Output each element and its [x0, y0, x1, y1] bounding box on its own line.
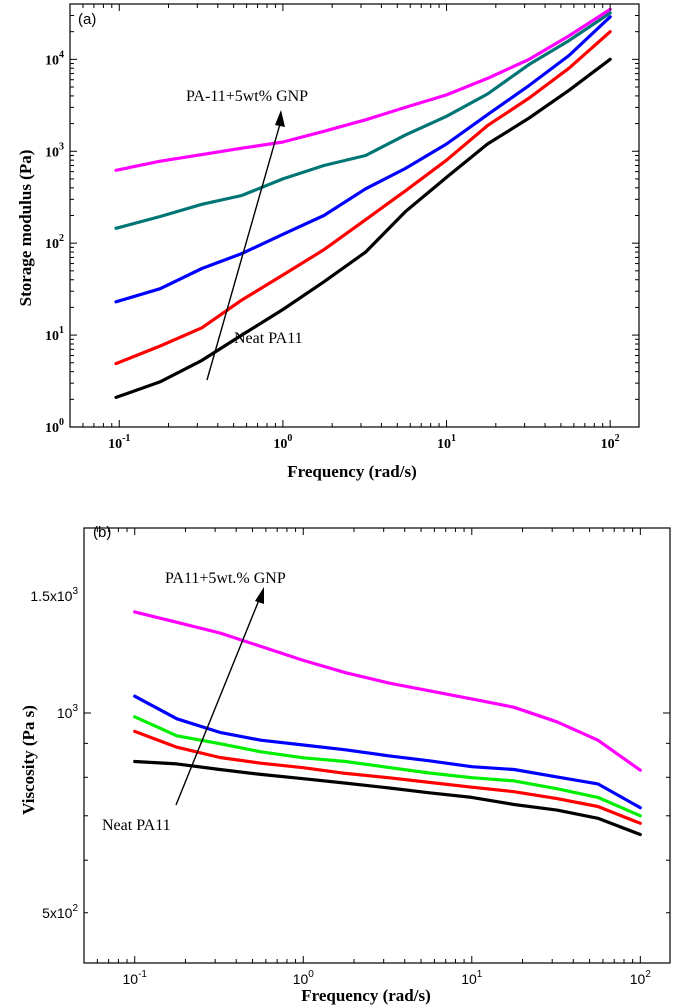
series-line-4 [114, 11, 612, 230]
y-tick-label: 104 [45, 49, 64, 68]
series-line-3 [133, 715, 642, 818]
y-tick-label: 103 [45, 141, 64, 160]
plot-area-b [133, 610, 642, 837]
series-line-2 [133, 729, 642, 825]
plot-area-a [114, 7, 612, 399]
series-line-3 [114, 15, 612, 304]
x-tick-label: 101 [461, 969, 483, 987]
series-line-4 [133, 694, 642, 810]
x-axis-label-b: Frequency (rad/s) [301, 986, 431, 1005]
chart-panel-a: 10-1 100 101 102 100 101 102 103 104 (a) Frequen… [16, 3, 640, 481]
annotation-top-a: PA-11+5wt% GNP [186, 88, 308, 105]
series-line-2 [114, 30, 612, 366]
axes-a: 10-1 100 101 102 100 101 102 103 104 [45, 3, 640, 452]
y-axis-label-a: Storage modulus (Pa) [16, 150, 35, 307]
x-tick-label: 102 [601, 433, 620, 452]
series-line-1 [114, 57, 612, 399]
x-tick-label: 100 [273, 433, 292, 452]
panel-label-a: (a) [78, 11, 96, 28]
x-tick-label: 100 [293, 969, 315, 987]
annotation-arrow-b [175, 587, 264, 806]
y-tick-label: 100 [45, 417, 64, 436]
x-tick-label: 10-1 [122, 969, 147, 987]
x-axis-label-a: Frequency (rad/s) [287, 462, 417, 481]
annotation-bottom-b: Neat PA11 [102, 817, 171, 834]
y-tick-label: 103 [57, 703, 79, 721]
x-tick-label: 101 [437, 433, 456, 452]
series-line-5 [114, 7, 612, 172]
x-tick-label: 10-1 [108, 433, 130, 452]
annotation-top-b: PA11+5wt.% GNP [165, 570, 286, 587]
annotation-arrow-a [206, 110, 285, 381]
y-tick-label: 5x102 [42, 903, 78, 921]
y-tick-label: 101 [45, 325, 64, 344]
y-tick-label: 1.5x103 [30, 586, 78, 604]
series-line-5 [133, 610, 642, 772]
y-axis-label-b: Viscosity (Pa s) [19, 705, 38, 815]
plot-frame [83, 527, 671, 964]
chart-panel-b: 10-1 100 101 102 5x102 103 1.5x103 (b) Frequen… [19, 524, 671, 1005]
annotation-bottom-a: Neat PA11 [234, 330, 303, 347]
x-tick-label: 102 [630, 969, 652, 987]
series-line-1 [133, 759, 642, 837]
panel-label-b: (b) [93, 524, 111, 541]
axes-b: 10-1 100 101 102 5x102 103 1.5x103 [30, 527, 671, 987]
y-tick-label: 102 [45, 233, 64, 252]
